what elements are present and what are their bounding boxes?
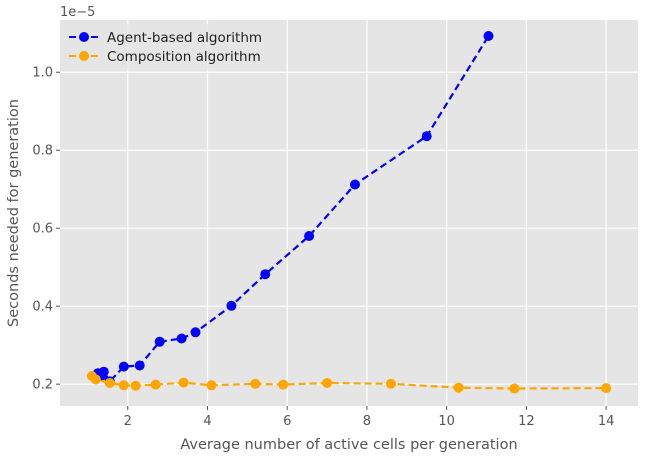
data-series [86,31,612,394]
data-point [190,327,201,338]
data-point [130,380,141,391]
data-point [154,336,165,347]
x-tick-label: 4 [203,414,211,429]
data-point [90,374,101,385]
legend-box [63,24,268,70]
y-tick-label: 0.6 [32,222,53,237]
x-tick-label: 2 [124,414,132,429]
data-point [350,179,360,190]
legend-marker-agent [79,32,89,42]
data-point [118,380,129,391]
legend-label-agent: Agent-based algorithm [107,30,262,46]
data-point [278,379,289,390]
data-point [483,31,494,41]
data-point [118,361,129,372]
x-tick-label: 6 [283,414,291,429]
data-point [509,383,520,394]
x-tick-label: 14 [598,414,615,429]
data-point [601,383,612,394]
plot-area [60,20,638,406]
axis-ticks: 2 4 6 8 10 12 14 0.2 0.4 0.6 0.8 1.0 [32,66,614,429]
x-tick-label: 10 [438,414,455,429]
x-axis-label: Average number of active cells per gener… [180,437,517,453]
legend-label-composition: Composition algorithm [107,49,261,65]
data-point [385,378,396,389]
data-point [453,382,464,393]
data-point [98,366,109,377]
series-composition [86,371,612,394]
y-tick-label: 1.0 [32,66,53,81]
y-tick-label: 0.4 [32,300,53,315]
data-point [134,360,145,371]
data-point [322,378,333,388]
x-tick-label: 12 [518,414,535,429]
legend: Agent-based algorithm Composition algori… [63,24,268,70]
data-point [226,300,237,311]
data-point [178,377,189,388]
y-axis-offset-label: 1e−5 [60,5,95,20]
data-point [150,379,161,390]
legend-marker-composition [79,51,89,61]
data-point [421,131,432,142]
data-point [104,378,115,388]
data-point [304,231,315,241]
y-axis-label: Seconds needed for generation [6,99,22,327]
data-point [250,378,261,389]
data-point [206,380,217,391]
grid-lines [60,20,638,406]
y-tick-label: 0.2 [32,378,53,393]
data-point [176,333,187,344]
y-tick-label: 0.8 [32,144,53,159]
data-point [260,269,271,280]
x-tick-label: 8 [363,414,371,429]
